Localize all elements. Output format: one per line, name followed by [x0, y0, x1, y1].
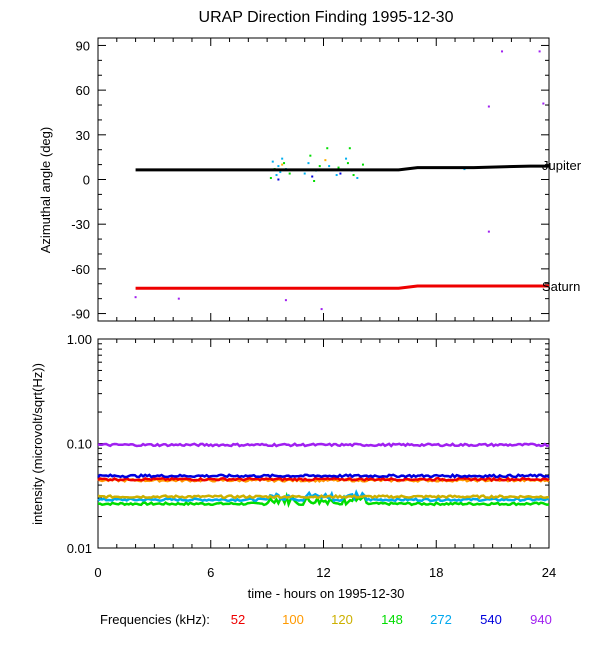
legend-item-940khz: 940: [530, 612, 552, 627]
intensity-series-540khz: [97, 472, 550, 479]
direction-scatter-point: [335, 174, 338, 177]
intensity-y-tick-label: 0.10: [67, 437, 92, 452]
direction-scatter: [134, 50, 545, 311]
direction-scatter-point: [269, 177, 272, 180]
direction-scatter-point: [361, 163, 364, 166]
intensity-y-tick-label: 1.00: [67, 332, 92, 347]
direction-y-tick-label: -30: [71, 217, 90, 232]
direction-y-tick-label: 60: [76, 83, 90, 98]
legend-items: 52 100 120 148 272 540 940: [231, 612, 552, 627]
direction-scatter-point: [307, 162, 310, 165]
legend-item-100khz: 100: [282, 612, 304, 627]
intensity-panel: 1.00 0.10 0.01 0 6 12 18 24 intensity (microvo…: [30, 332, 556, 601]
direction-scatter-point: [283, 162, 286, 165]
intensity-series: [97, 442, 550, 509]
intensity-series-940khz: [97, 442, 550, 448]
direction-scatter-point: [288, 172, 291, 175]
legend-label: Frequencies (kHz):: [100, 612, 210, 627]
direction-scatter-point: [501, 50, 504, 53]
legend-item-540khz: 540: [480, 612, 502, 627]
direction-scatter-point: [313, 179, 316, 182]
direction-scatter-point: [284, 299, 287, 302]
direction-scatter-point: [279, 171, 282, 174]
direction-y-tick-label: 90: [76, 38, 90, 53]
direction-scatter-point: [345, 157, 348, 160]
direction-scatter-point: [271, 160, 274, 163]
direction-scatter-point: [277, 165, 280, 168]
intensity-ticks: [97, 338, 550, 549]
direction-scatter-point: [320, 308, 323, 311]
direction-scatter-point: [337, 166, 340, 169]
direction-scatter-point: [281, 163, 284, 166]
intensity-y-tick-label: 0.01: [67, 541, 92, 556]
direction-panel: 90 60 30 0 -30 -60 -90 Jupiter Saturn Azimutha…: [38, 37, 582, 322]
direction-lines: [135, 164, 549, 290]
legend-item-120khz: 120: [331, 612, 353, 627]
time-tick-labels: 0 6 12 18 24: [94, 565, 556, 580]
direction-y-tick-label: 0: [83, 173, 90, 188]
direction-scatter-point: [339, 172, 342, 175]
direction-ytick-labels: 90 60 30 0 -30 -60 -90: [71, 38, 90, 321]
saturn-line: [135, 284, 549, 290]
direction-scatter-point: [177, 297, 180, 300]
intensity-series-52khz: [97, 476, 550, 483]
legend-item-148khz: 148: [381, 612, 403, 627]
legend-item-272khz: 272: [430, 612, 452, 627]
direction-scatter-point: [326, 147, 329, 150]
time-x-axis-label: time - hours on 1995-12-30: [248, 586, 405, 601]
direction-scatter-point: [352, 174, 355, 177]
direction-scatter-point: [346, 162, 349, 165]
legend-item-52khz: 52: [231, 612, 245, 627]
intensity-series-120khz: [97, 493, 550, 500]
direction-scatter-point: [275, 174, 278, 177]
jupiter-label: Jupiter: [542, 158, 582, 173]
direction-scatter-point: [328, 165, 331, 168]
direction-scatter-point: [309, 154, 312, 157]
direction-scatter-point: [324, 159, 327, 162]
direction-scatter-point: [538, 50, 541, 53]
time-tick-label: 12: [316, 565, 330, 580]
time-tick-label: 18: [429, 565, 443, 580]
direction-y-tick-label: -90: [71, 307, 90, 322]
direction-y-tick-label: -60: [71, 262, 90, 277]
time-tick-label: 6: [207, 565, 214, 580]
jupiter-line: [135, 164, 549, 172]
saturn-label: Saturn: [542, 279, 580, 294]
direction-scatter-point: [487, 105, 490, 108]
direction-scatter-point: [318, 165, 321, 168]
direction-ticks: [97, 38, 550, 321]
direction-scatter-point: [303, 172, 306, 175]
direction-plot-frame: [97, 37, 550, 322]
time-tick-label: 24: [542, 565, 556, 580]
direction-scatter-point: [356, 177, 359, 180]
direction-scatter-point: [277, 178, 280, 181]
intensity-ytick-labels: 1.00 0.10 0.01: [67, 332, 92, 556]
time-tick-label: 0: [94, 565, 101, 580]
direction-scatter-point: [311, 175, 314, 178]
direction-scatter-point: [348, 147, 351, 150]
direction-scatter-point: [281, 157, 284, 160]
direction-scatter-point: [134, 296, 137, 299]
chart-title: URAP Direction Finding 1995-12-30: [199, 9, 454, 26]
direction-scatter-point: [487, 230, 490, 233]
direction-y-tick-label: 30: [76, 128, 90, 143]
direction-scatter-point: [542, 102, 545, 105]
direction-y-axis-label: Azimuthal angle (deg): [38, 127, 53, 253]
frequency-legend: Frequencies (kHz): 52 100 120 148 272 540 940: [100, 612, 552, 627]
intensity-y-axis-label: intensity (microvolt/sqrt(Hz)): [30, 363, 45, 525]
intensity-series-148khz: [97, 491, 550, 509]
